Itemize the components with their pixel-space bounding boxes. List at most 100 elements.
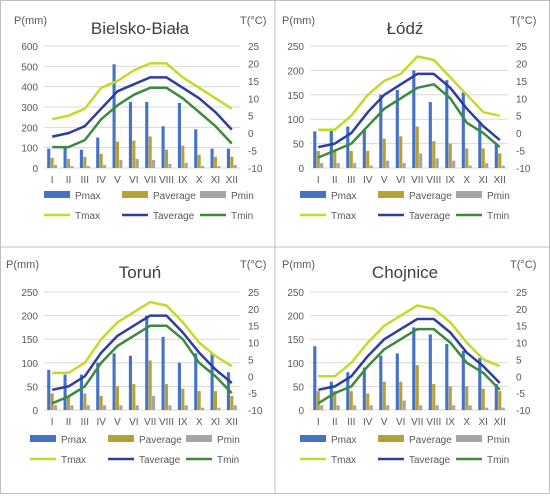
paverage-bar [83, 393, 87, 410]
taverage-legend-label: Taverage [153, 211, 195, 222]
left-tick-label: 0 [32, 406, 38, 417]
month-label: IV [363, 175, 373, 186]
left-tick-label: 200 [21, 312, 38, 323]
pmin-bar [217, 165, 221, 168]
taverage-legend-label: Taverage [409, 211, 451, 222]
month-label: VI [396, 417, 405, 428]
tmax-line [318, 55, 501, 131]
pmax-legend-swatch [44, 191, 70, 198]
left-axis-label: P(mm) [6, 259, 39, 271]
pmin-bar [70, 165, 74, 168]
pmin-bar [135, 405, 139, 410]
pmax-bar [428, 334, 432, 410]
paverage-bar [181, 145, 185, 168]
month-label: IX [446, 417, 456, 428]
paverage-bar [148, 360, 152, 410]
tmin-legend-label: Tmin [231, 211, 253, 222]
right-tick-label: -5 [516, 389, 525, 400]
left-axis-label: P(mm) [282, 259, 315, 271]
taverage-line [51, 314, 233, 392]
paverage-bar [115, 386, 120, 410]
left-tick-label: 200 [21, 123, 38, 134]
month-label: VI [129, 175, 138, 186]
pmax-bar [96, 362, 100, 410]
pmax-bar [412, 327, 416, 410]
right-tick-label: 5 [516, 112, 522, 123]
right-tick-label: 25 [248, 288, 260, 299]
paverage-bar [448, 386, 452, 410]
right-tick-label: 20 [248, 59, 260, 70]
pmin-legend-label: Pmin [487, 191, 510, 202]
tmin-line [317, 83, 501, 159]
right-tick-label: 15 [516, 322, 528, 333]
month-label: VI [129, 417, 138, 428]
pmin-bar [501, 407, 505, 410]
right-tick-label: 10 [516, 94, 528, 105]
pmin-legend-swatch [456, 435, 482, 442]
tmax-line [51, 62, 233, 121]
paverage-bar [432, 141, 436, 168]
month-label: V [114, 417, 121, 428]
pmax-bar [226, 148, 230, 168]
paverage-bar [481, 148, 485, 168]
month-label: I [51, 417, 54, 428]
left-tick-label: 400 [21, 83, 38, 94]
paverage-bar [399, 136, 403, 168]
left-tick-label: 300 [21, 103, 38, 114]
right-tick-label: 20 [516, 305, 528, 316]
right-tick-label: 15 [248, 322, 260, 333]
pmax-bar [145, 101, 149, 168]
paverage-bar [99, 395, 103, 410]
left-tick-label: 100 [21, 359, 38, 370]
right-tick-label: 25 [516, 42, 528, 53]
pmax-bar [96, 137, 100, 168]
pmin-bar [184, 405, 188, 410]
paverage-bar [83, 156, 87, 168]
paverage-bar [399, 381, 403, 410]
pmin-bar [86, 165, 90, 168]
left-tick-label: 100 [287, 115, 304, 126]
right-tick-label: 5 [248, 355, 254, 366]
month-label: XII [226, 175, 238, 186]
left-tick-label: 150 [287, 91, 304, 102]
pmin-bar [233, 164, 237, 168]
chart-title: Chojnice [372, 263, 438, 282]
month-label: III [347, 417, 355, 428]
tmax-legend-label: Tmax [61, 455, 86, 466]
pmin-legend-swatch [456, 191, 482, 198]
pmin-bar [217, 407, 221, 410]
right-tick-label: 25 [248, 42, 260, 53]
month-label: I [317, 175, 320, 186]
pmin-bar [152, 159, 156, 168]
pmin-bar [402, 163, 406, 168]
left-axis-label: P(mm) [282, 15, 315, 27]
pmax-bar [445, 343, 449, 410]
paverage-bar [448, 143, 452, 168]
pmax-bar [461, 92, 465, 168]
pmax-bar [194, 129, 198, 168]
right-tick-label: 0 [516, 129, 522, 140]
pmax-bar [379, 94, 383, 168]
pmin-bar [103, 405, 107, 410]
pmax-bar [112, 353, 116, 410]
left-axis-label: P(mm) [14, 15, 47, 27]
pmin-bar [70, 405, 74, 410]
pmax-bar [47, 148, 51, 168]
right-axis-label: T(°C) [240, 259, 266, 271]
pmin-bar [485, 163, 489, 168]
month-label: III [347, 175, 355, 186]
pmin-bar [119, 159, 123, 168]
right-axis-label: T(°C) [510, 259, 536, 271]
paverage-bar [498, 391, 502, 410]
pmax-legend-swatch [300, 191, 326, 198]
paverage-legend-swatch [378, 435, 404, 442]
taverage-legend-label: Taverage [409, 455, 451, 466]
pmin-bar [435, 405, 439, 410]
pmin-bar [485, 407, 489, 410]
pmin-bar [336, 163, 340, 168]
pmin-bar [135, 158, 139, 168]
pmax-bar [494, 143, 498, 168]
pmax-bar [445, 80, 449, 168]
right-axis-label: T(°C) [510, 15, 536, 27]
pmin-bar [168, 405, 172, 410]
